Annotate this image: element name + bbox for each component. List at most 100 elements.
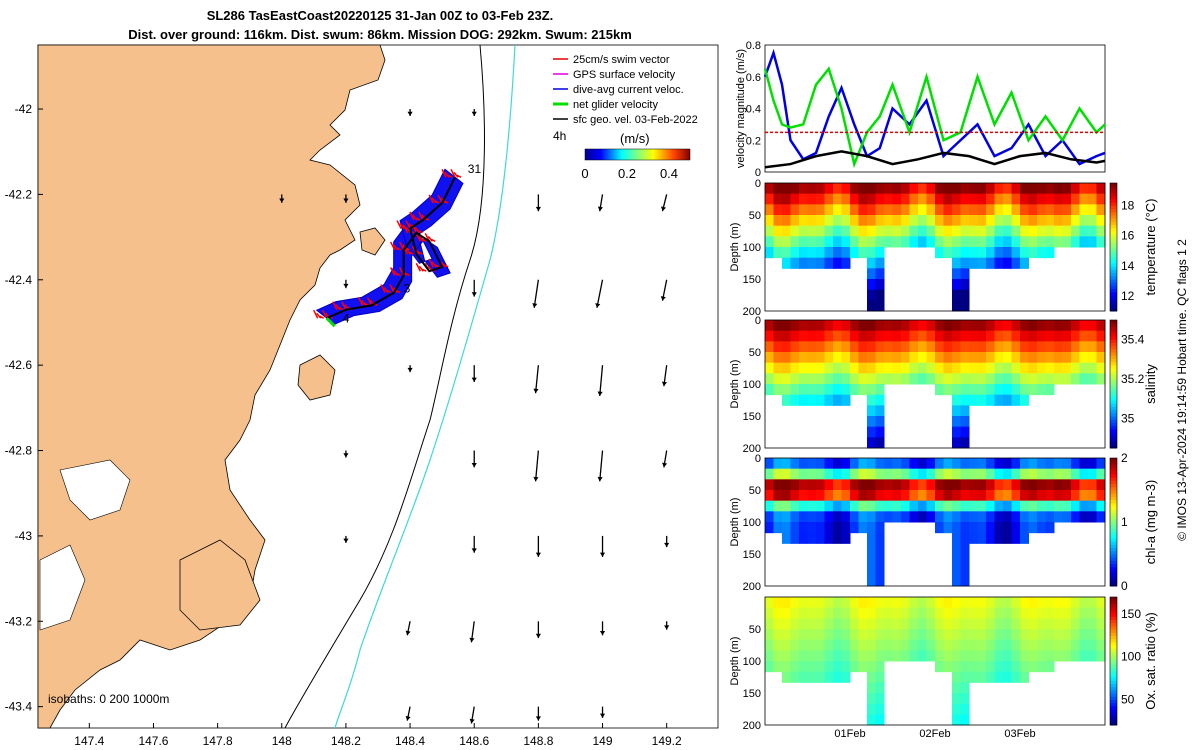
heatmap-cell	[1037, 236, 1046, 248]
heatmap-cell	[816, 629, 825, 641]
heatmap-cell	[875, 341, 885, 353]
isobath-1000	[334, 44, 516, 729]
heatmap-cell	[926, 511, 936, 523]
heatmap-cell	[994, 225, 1004, 237]
vector-head	[471, 548, 477, 553]
heatmap-cell	[773, 650, 783, 662]
velocity-y-tick: 0.6	[746, 72, 761, 84]
heatmap-cell	[901, 511, 910, 523]
heatmap-cell	[969, 511, 978, 523]
heatmap-cell	[765, 215, 774, 227]
heatmap-cell	[1003, 215, 1012, 227]
heatmap-cell	[1003, 193, 1012, 205]
heatmap-cell	[1037, 661, 1046, 673]
heatmap-cell	[773, 639, 783, 651]
heatmap-cell	[952, 193, 961, 205]
heatmap-cell	[824, 490, 834, 502]
velocity-y-tick: 0.2	[746, 135, 761, 147]
swim-vector	[335, 304, 341, 311]
heatmap-cell	[918, 183, 927, 195]
heatmap-cell	[867, 703, 876, 715]
depth-tick: 0	[755, 453, 761, 465]
y-tick-label: -43.4	[5, 700, 33, 714]
heatmap-cell	[1054, 204, 1063, 216]
heatmap-cell	[875, 352, 885, 364]
cbar-cell	[1110, 441, 1117, 446]
heatmap-cell	[1003, 607, 1012, 619]
heatmap-cell	[884, 204, 893, 216]
heatmap-cell	[977, 671, 987, 683]
cbar-cell	[1110, 250, 1117, 254]
heatmap-cell	[1045, 458, 1055, 470]
cbar-cell	[1110, 211, 1117, 216]
heatmap-cell	[1079, 236, 1089, 248]
swim-vector	[430, 238, 436, 243]
depth-tick: 100	[743, 517, 761, 529]
heatmap-cell	[824, 607, 834, 619]
heatmap-cell	[875, 682, 885, 694]
heatmap-cell	[1045, 597, 1055, 609]
heatmap-cell	[909, 458, 919, 470]
variable-label: salinity	[1143, 364, 1158, 404]
heatmap-cell	[943, 629, 953, 641]
heatmap-cell	[816, 204, 825, 216]
heatmap-cell	[960, 437, 970, 449]
cbar-cell	[1110, 390, 1117, 395]
heatmap-cell	[841, 215, 851, 227]
depth-tick: 50	[749, 624, 761, 636]
cbar-cell	[1110, 361, 1117, 366]
heatmap-cell	[850, 362, 859, 374]
heatmap-cell	[1096, 607, 1106, 619]
heatmap-cell	[1096, 479, 1106, 491]
heatmap-cell	[1028, 384, 1038, 396]
heatmap-cell	[1028, 352, 1038, 364]
heatmap-cell	[1096, 193, 1106, 205]
heatmap-cell	[824, 183, 834, 195]
heatmap-cell	[867, 522, 876, 534]
heatmap-cell	[1003, 183, 1012, 195]
colorbar-tick: 0.4	[660, 166, 678, 181]
heatmap-cell	[960, 330, 970, 342]
heatmap-cell	[1088, 183, 1097, 195]
heatmap-cell	[799, 352, 808, 364]
heatmap-cell	[1079, 341, 1089, 353]
heatmap-cell	[994, 247, 1004, 259]
heatmap-cell	[875, 554, 885, 566]
heatmap-cell	[1054, 629, 1063, 641]
heatmap-cell	[952, 511, 961, 523]
heatmap-cell	[833, 458, 842, 470]
heatmap-cell	[773, 607, 783, 619]
heatmap-cell	[833, 193, 842, 205]
heatmap-cell	[1079, 511, 1089, 523]
heatmap-cell	[773, 522, 783, 534]
heatmap-cell	[816, 607, 825, 619]
heatmap-cell	[892, 193, 902, 205]
heatmap-cell	[875, 511, 885, 523]
heatmap-cell	[986, 671, 995, 683]
heatmap-cell	[782, 341, 791, 353]
heatmap-cell	[1020, 183, 1029, 195]
heatmap-cell	[952, 575, 961, 587]
heatmap-cell	[952, 320, 961, 332]
heatmap-cell	[986, 597, 995, 609]
cbar-cell	[1110, 654, 1117, 659]
swim-vector	[405, 248, 412, 255]
heatmap-cell	[841, 320, 851, 332]
heatmap-cell	[790, 618, 800, 630]
heatmap-cell	[1096, 341, 1106, 353]
heatmap-cell	[952, 268, 961, 280]
heatmap-cell	[986, 639, 995, 651]
heatmap-cell	[867, 405, 876, 417]
heatmap-cell	[986, 225, 995, 237]
cbar-frame	[1109, 596, 1118, 726]
cbar-cell	[1110, 563, 1117, 568]
heatmap-cell	[867, 362, 876, 374]
heatmap-cell	[969, 373, 978, 385]
heatmap-cell	[926, 373, 936, 385]
cbar-cell	[1110, 541, 1117, 545]
vector-head	[279, 198, 285, 203]
heatmap-cell	[841, 650, 851, 662]
swim-vector	[428, 258, 434, 268]
heatmap-cell	[1088, 352, 1097, 364]
